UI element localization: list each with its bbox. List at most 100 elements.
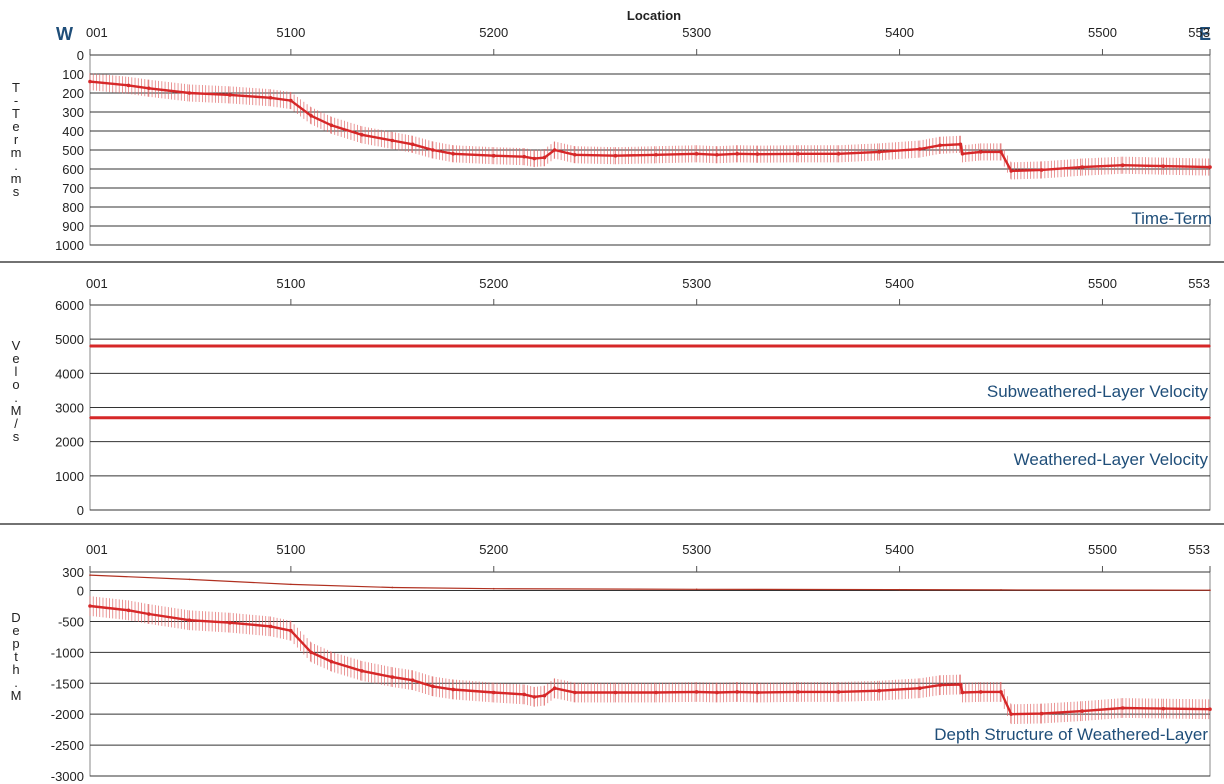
data-point: [1209, 416, 1211, 419]
data-point: [542, 155, 547, 160]
data-point: [532, 156, 537, 161]
data-point: [755, 152, 760, 156]
data-point: [1039, 168, 1044, 172]
y-tick-label: 0: [77, 584, 84, 599]
data-point: [289, 628, 293, 633]
x-tick-label: 5500: [1088, 276, 1117, 291]
data-point: [836, 690, 841, 694]
data-point: [329, 659, 334, 664]
data-point: [938, 143, 942, 148]
y-tick-label: -1500: [51, 676, 84, 691]
y-axis-label-char: T: [12, 80, 20, 95]
y-tick-label: 3000: [55, 401, 84, 416]
data-point: [613, 153, 618, 158]
y-tick-label: -2000: [51, 707, 84, 722]
y-tick-label: -1000: [51, 645, 84, 660]
data-point: [390, 675, 395, 679]
data-point: [390, 138, 395, 143]
y-axis-label-char: e: [12, 623, 19, 638]
data-point: [492, 587, 495, 590]
data-point: [522, 692, 527, 697]
depth-panel: 300 0 -500 -1000 -1500 -2000 -2500 -3000 001 5100…: [11, 542, 1212, 784]
y-axis-label-char: e: [12, 351, 19, 366]
data-point: [88, 79, 92, 84]
data-point: [126, 83, 131, 88]
data-point: [187, 91, 192, 95]
data-point: [1120, 163, 1125, 167]
time-term-panel: 0 100 200 300 400 500 600 700 800 900 1000 001 5100 5…: [0, 25, 1224, 263]
data-point: [978, 690, 983, 694]
data-point: [391, 586, 394, 589]
data-point: [1009, 169, 1013, 173]
data-point: [188, 578, 191, 581]
x-tick-label: 5400: [885, 276, 914, 291]
x-tick-label: 553: [1188, 25, 1210, 40]
y-axis-label-char: M: [11, 403, 22, 418]
data-point: [532, 695, 537, 699]
y-axis-label-char: /: [14, 416, 18, 431]
data-point: [309, 650, 313, 655]
data-point: [431, 684, 435, 689]
header: Location W E: [56, 8, 1211, 44]
x-tick-label: 5200: [479, 276, 508, 291]
data-point: [451, 152, 455, 156]
data-point: [694, 152, 699, 156]
data-point: [695, 588, 698, 591]
data-point: [573, 690, 577, 695]
data-point: [410, 678, 415, 682]
data-point: [898, 588, 901, 591]
data-point: [1161, 706, 1166, 711]
y-tick-label: 200: [62, 86, 84, 101]
x-tick-label: 5500: [1088, 25, 1117, 40]
data-point: [654, 690, 658, 695]
y-axis-label-char: D: [11, 610, 20, 625]
data-point: [1000, 589, 1002, 591]
x-tick-label: 5100: [276, 25, 305, 40]
y-tick-label: 0: [77, 503, 84, 518]
series-label-velocity: Subweathered-Layer Velocity: [987, 382, 1209, 401]
data-point: [877, 150, 882, 154]
y-tick-label: 0: [77, 48, 84, 63]
y-axis-label-char: m: [11, 145, 22, 160]
y-tick-label: 900: [62, 219, 84, 234]
y-axis-label-char: p: [12, 636, 19, 651]
y-tick-label: 300: [62, 565, 84, 580]
data-point: [1009, 712, 1013, 716]
data-point: [89, 574, 91, 576]
x-tick-label: 5400: [885, 25, 914, 40]
y-axis-label-char: .: [14, 390, 18, 405]
data-point: [522, 154, 527, 159]
data-point: [289, 98, 293, 103]
data-point: [451, 687, 455, 692]
y-axis-label-char: t: [14, 649, 18, 664]
y-axis-label-char: r: [14, 132, 19, 147]
data-point: [735, 152, 740, 156]
data-point: [360, 669, 364, 673]
data-point: [88, 604, 92, 608]
y-tick-label: 400: [62, 124, 84, 139]
y-axis-label-char: .: [14, 675, 18, 690]
data-point: [960, 690, 965, 695]
y-tick-label: 4000: [55, 366, 84, 381]
series-label-depth-structure: Depth Structure of Weathered-Layer: [934, 725, 1208, 744]
data-point: [715, 690, 719, 695]
data-point: [918, 686, 922, 691]
data-point: [836, 152, 841, 156]
data-point: [1120, 706, 1125, 710]
y-tick-label: 600: [62, 162, 84, 177]
x-tick-label: 5200: [479, 25, 508, 40]
data-point: [290, 583, 292, 586]
data-point: [542, 693, 547, 698]
x-tick-label: 001: [86, 276, 108, 291]
data-point: [938, 683, 942, 687]
x-tick-label: 5100: [276, 276, 305, 291]
data-point: [228, 620, 232, 625]
y-axis-label-char: T: [12, 106, 20, 121]
y-tick-label: 6000: [55, 298, 84, 313]
series-label-velocity: Weathered-Layer Velocity: [1014, 450, 1209, 469]
data-point: [268, 624, 273, 629]
y-axis-label-char: o: [12, 377, 19, 392]
data-point: [89, 345, 91, 347]
y-axis-label-char: -: [14, 93, 18, 108]
data-point: [1209, 589, 1211, 592]
